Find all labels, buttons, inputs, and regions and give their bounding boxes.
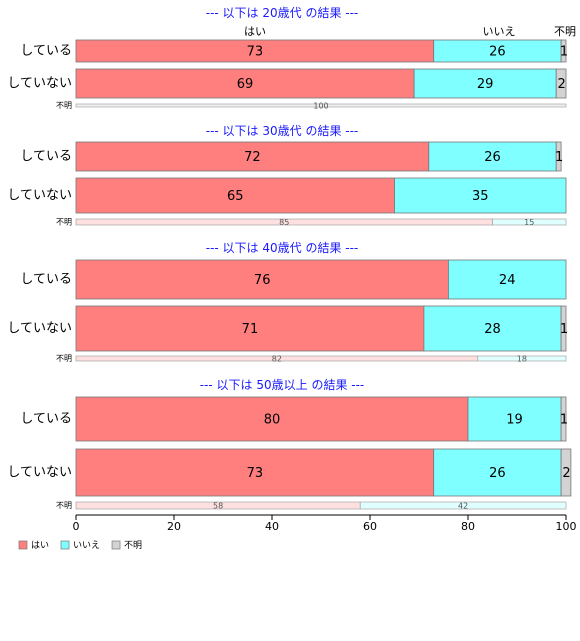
x-tick-label: 20 xyxy=(167,520,181,533)
column-header-no: いいえ xyxy=(483,25,516,38)
summary-row-label: 不明 xyxy=(56,354,72,363)
bar-value-label: 19 xyxy=(506,413,523,428)
column-header-unknown: 不明 xyxy=(554,25,576,38)
row-label: していない xyxy=(7,321,72,336)
bar-segment-no xyxy=(423,305,562,352)
bar-value-label: 73 xyxy=(247,45,264,60)
bar-value-label: 28 xyxy=(484,322,501,337)
summary-row-label: 不明 xyxy=(56,101,72,110)
row-label: していない xyxy=(7,465,72,480)
bar-segment-unknown xyxy=(560,305,567,352)
bar-value-label: 1 xyxy=(555,150,563,165)
bar-segment-unknown xyxy=(555,141,562,172)
x-tick-label: 0 xyxy=(73,520,80,533)
bar-value-label: 73 xyxy=(247,466,264,481)
legend-swatch-unknown xyxy=(111,540,121,550)
summary-value-label: 42 xyxy=(458,502,468,511)
column-header-yes: はい xyxy=(244,25,266,38)
row-label: している xyxy=(20,272,72,287)
summary-value-label: 82 xyxy=(272,355,282,364)
summary-row-label: 不明 xyxy=(56,501,72,510)
bar-segment-unknown xyxy=(560,448,572,497)
bar-value-label: 29 xyxy=(477,77,494,92)
bar-segment-unknown xyxy=(555,68,567,99)
bar-value-label: 72 xyxy=(244,150,261,165)
row-label: していない xyxy=(7,188,72,203)
panel-title: --- 以下は 50歳以上 の結果 --- xyxy=(200,378,365,392)
legend-label: 不明 xyxy=(124,540,142,551)
bar-value-label: 69 xyxy=(237,77,254,92)
bar-segment-no xyxy=(447,259,567,300)
panel-title: --- 以下は 40歳代 の結果 --- xyxy=(206,241,359,255)
summary-segment-no xyxy=(359,501,567,510)
row-label: していない xyxy=(7,76,72,91)
row-label: している xyxy=(20,44,72,59)
bar-segment-no xyxy=(428,141,557,172)
legend-label: はい xyxy=(31,540,49,551)
bar-value-label: 24 xyxy=(499,273,516,288)
x-tick-label: 60 xyxy=(363,520,377,533)
bar-value-label: 65 xyxy=(227,189,244,204)
summary-value-label: 100 xyxy=(313,102,328,111)
x-tick-label: 40 xyxy=(265,520,279,533)
summary-segment-unknown xyxy=(75,103,567,108)
bar-segment-yes xyxy=(75,448,435,497)
bar-segment-yes xyxy=(75,396,469,442)
panel-title: --- 以下は 20歳代 の結果 --- xyxy=(206,6,359,20)
row-label: している xyxy=(20,149,72,164)
bar-segment-unknown xyxy=(560,396,567,442)
bar-segment-no xyxy=(413,68,557,99)
bar-value-label: 1 xyxy=(560,322,568,337)
summary-segment-no xyxy=(477,355,567,362)
bar-segment-no xyxy=(433,448,562,497)
legend-swatch-no xyxy=(60,540,70,550)
bar-value-label: 2 xyxy=(557,77,565,92)
bar-segment-unknown xyxy=(560,39,567,63)
bar-value-label: 1 xyxy=(560,413,568,428)
bar-value-label: 26 xyxy=(489,45,506,60)
summary-value-label: 85 xyxy=(279,218,289,227)
bar-value-label: 1 xyxy=(560,45,568,60)
bar-segment-yes xyxy=(75,305,425,352)
summary-value-label: 58 xyxy=(213,502,223,511)
bar-value-label: 71 xyxy=(242,322,259,337)
legend-swatch-yes xyxy=(18,540,28,550)
legend-label: いいえ xyxy=(73,540,100,551)
row-label: している xyxy=(20,412,72,427)
bar-value-label: 2 xyxy=(562,466,570,481)
bar-segment-no xyxy=(394,177,567,214)
summary-segment-no xyxy=(492,218,567,226)
bar-value-label: 80 xyxy=(264,413,281,428)
x-tick-label: 80 xyxy=(461,520,475,533)
bar-value-label: 26 xyxy=(489,466,506,481)
bar-value-label: 35 xyxy=(472,189,489,204)
bar-segment-no xyxy=(467,396,562,442)
x-tick-label: 100 xyxy=(556,520,577,533)
summary-value-label: 15 xyxy=(524,218,534,227)
panel-title: --- 以下は 30歳代 の結果 --- xyxy=(206,124,359,138)
summary-row-label: 不明 xyxy=(56,218,72,227)
bar-value-label: 76 xyxy=(254,273,271,288)
summary-value-label: 18 xyxy=(517,355,527,364)
bar-value-label: 26 xyxy=(484,150,501,165)
bar-segment-yes xyxy=(75,259,449,300)
